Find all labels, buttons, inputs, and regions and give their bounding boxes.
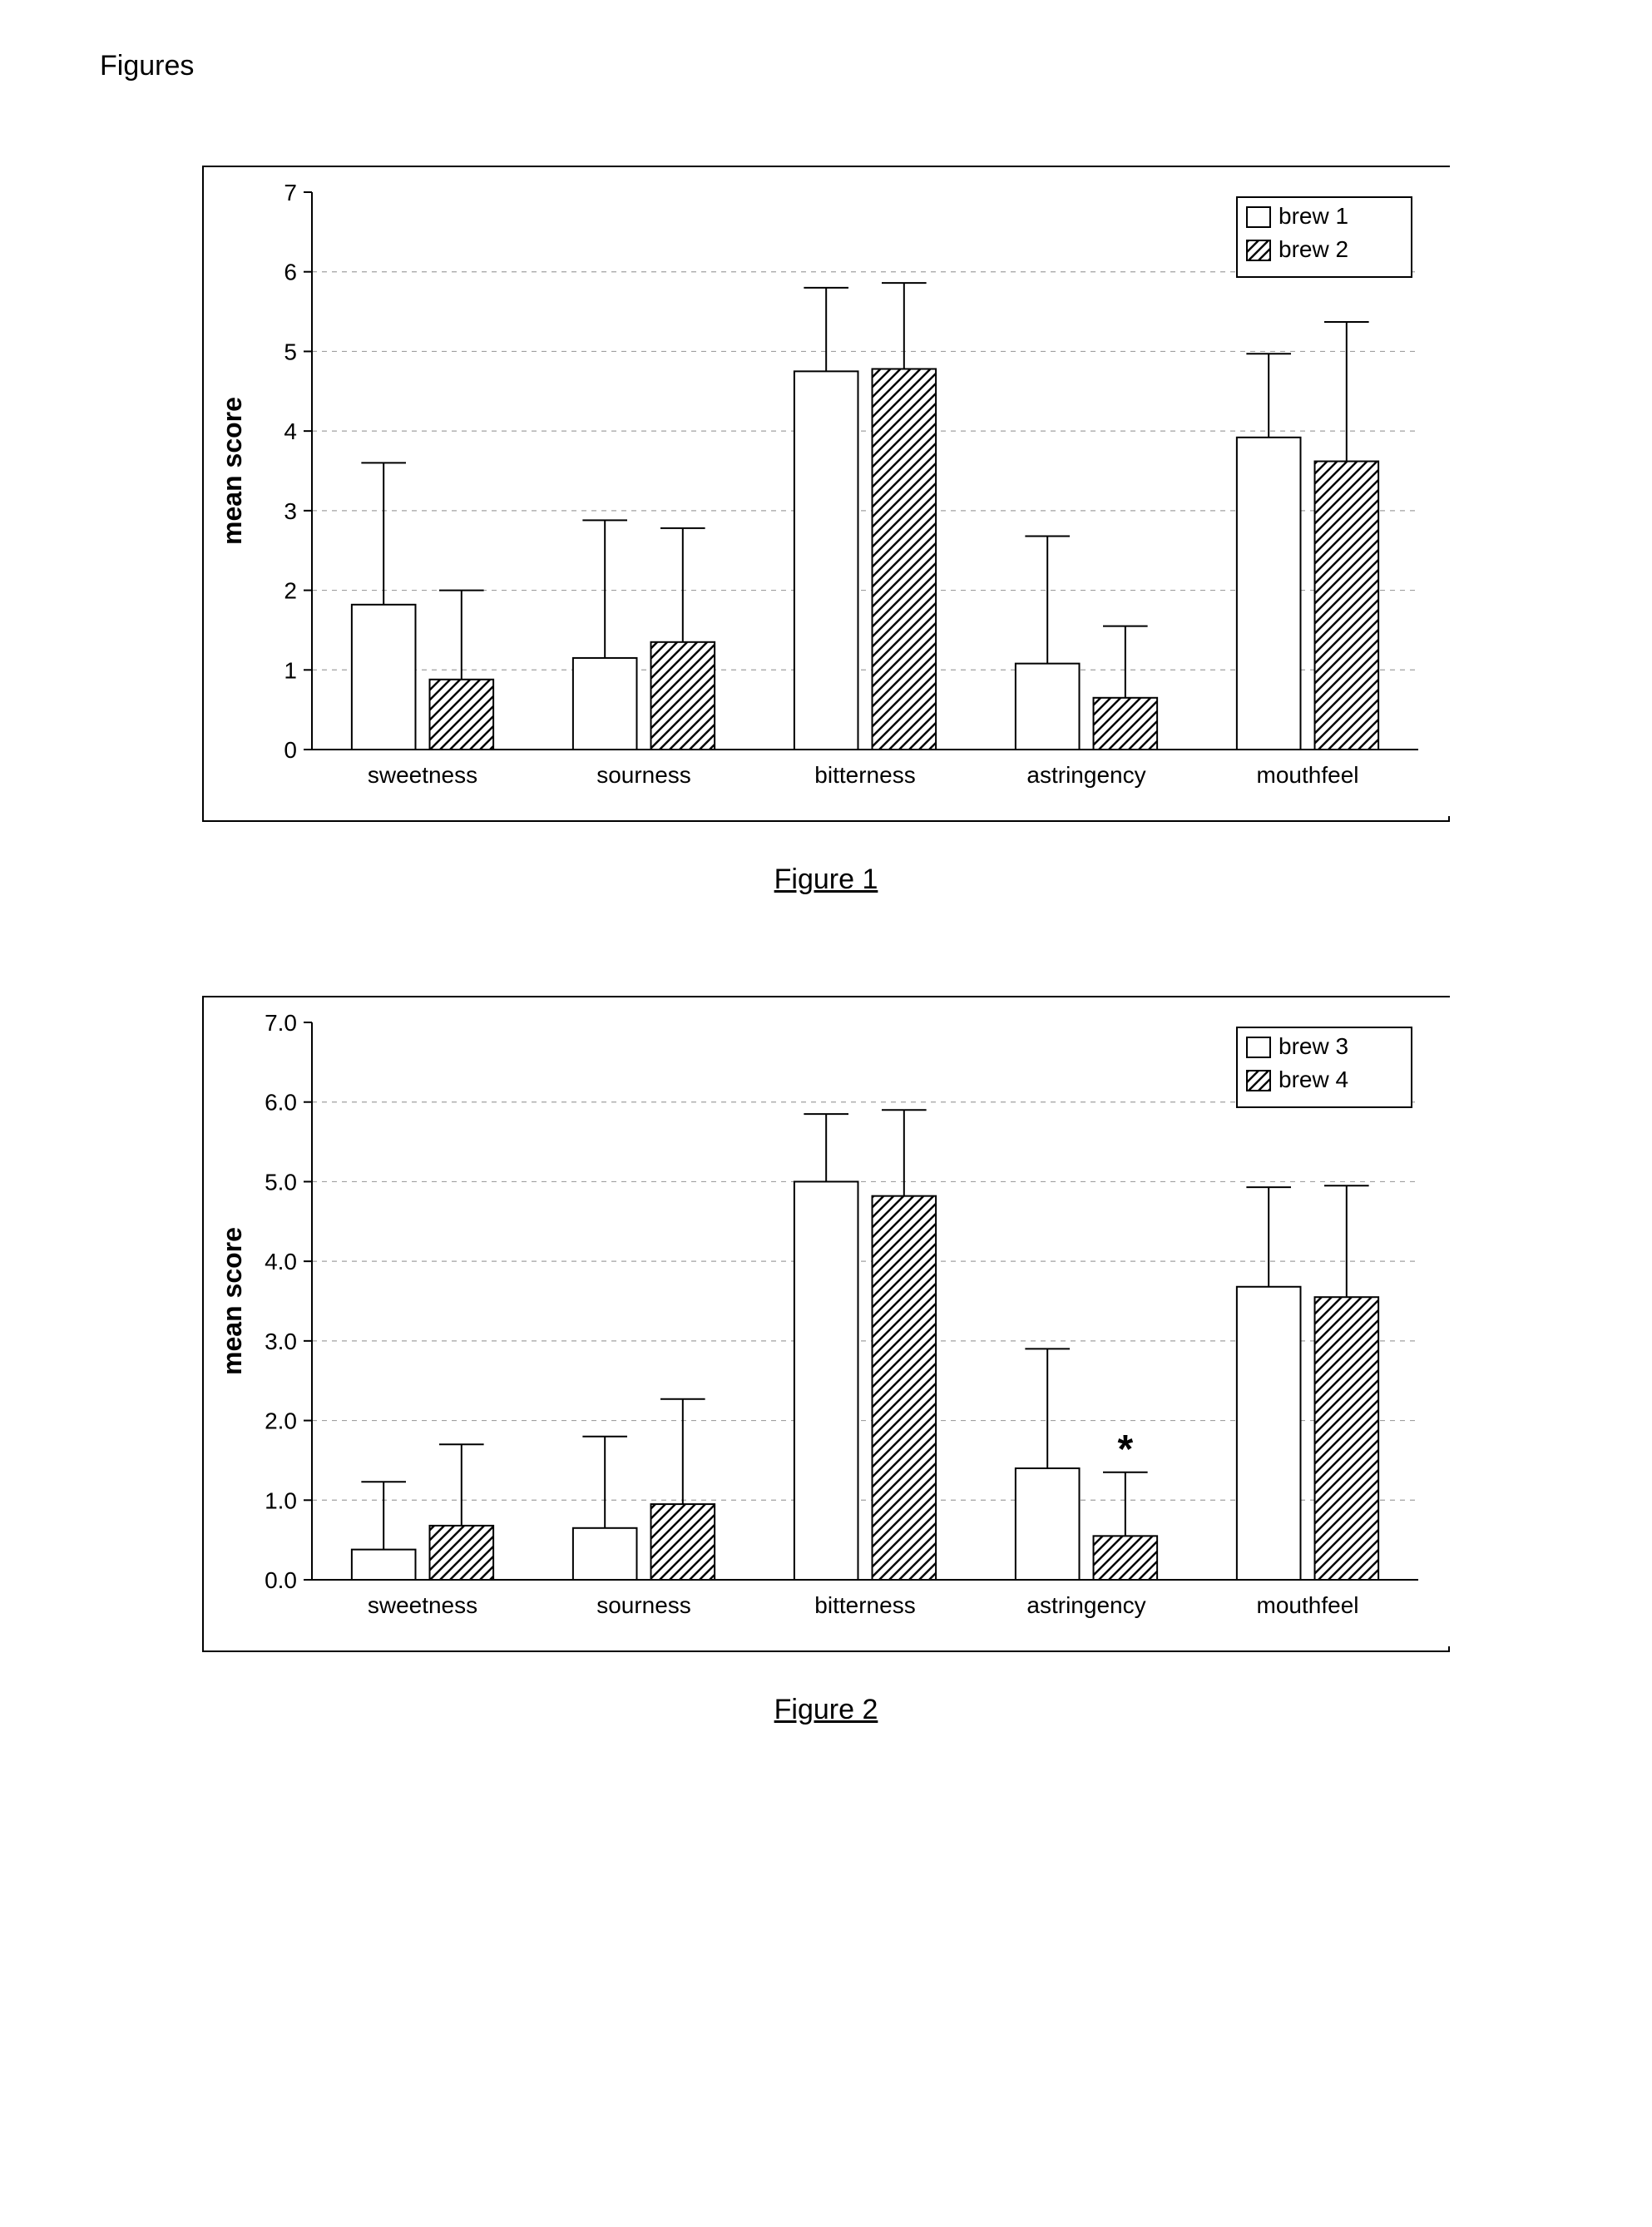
- y-tick-label: 2.0: [265, 1408, 297, 1434]
- y-tick-label: 1.0: [265, 1487, 297, 1513]
- bar: [1016, 664, 1080, 750]
- y-tick-label: 7.0: [265, 1010, 297, 1036]
- x-category-label: mouthfeel: [1257, 762, 1359, 788]
- x-category-label: bitterness: [814, 762, 915, 788]
- figure-caption: Figure 2: [202, 1694, 1450, 1726]
- chart-frame: * 0.0 1.0 2.0 3.0 4.0 5.0 6.0 7.0 sweetness sourne…: [202, 996, 1450, 1652]
- bar: [1094, 698, 1158, 750]
- x-category-label: sourness: [596, 1592, 691, 1618]
- legend-label: brew 2: [1279, 236, 1348, 262]
- x-category-label: bitterness: [814, 1592, 915, 1618]
- y-tick-label: 7: [284, 180, 297, 205]
- bar: [1237, 1287, 1301, 1580]
- bar: [1315, 462, 1379, 750]
- bar: [651, 1504, 715, 1580]
- legend-swatch: [1247, 1071, 1270, 1091]
- bar: [1315, 1297, 1379, 1580]
- bar: [430, 680, 494, 750]
- x-category-label: sourness: [596, 762, 691, 788]
- chart-frame: 0 1 2 3 4 5 6 7 sweetness sourness bitterness astri…: [202, 166, 1450, 822]
- y-tick-label: 2: [284, 578, 297, 604]
- x-category-label: astringency: [1026, 1592, 1145, 1618]
- bar: [1016, 1468, 1080, 1580]
- bar: [1237, 438, 1301, 750]
- y-tick-label: 3.0: [265, 1329, 297, 1354]
- legend-swatch: [1247, 240, 1270, 260]
- bar: [352, 1550, 416, 1580]
- bar: [1094, 1536, 1158, 1580]
- chart-block: * 0.0 1.0 2.0 3.0 4.0 5.0 6.0 7.0 sweetness sourne…: [202, 996, 1450, 1726]
- x-category-label: astringency: [1026, 762, 1145, 788]
- bar: [651, 642, 715, 750]
- y-tick-label: 3: [284, 498, 297, 524]
- legend-swatch: [1247, 207, 1270, 227]
- x-category-label: sweetness: [368, 762, 477, 788]
- bar: [430, 1526, 494, 1580]
- x-category-label: sweetness: [368, 1592, 477, 1618]
- bar: [573, 658, 637, 750]
- y-tick-label: 1: [284, 657, 297, 683]
- bar: [794, 1181, 858, 1580]
- legend-label: brew 1: [1279, 203, 1348, 229]
- bar: [573, 1528, 637, 1580]
- y-axis-label: mean score: [217, 1227, 247, 1375]
- bar: [873, 369, 937, 750]
- bar: [794, 371, 858, 750]
- y-axis-label: mean score: [217, 397, 247, 545]
- y-tick-label: 6.0: [265, 1090, 297, 1116]
- annotation: *: [1117, 1428, 1133, 1472]
- bar: [352, 605, 416, 750]
- bar: [873, 1196, 937, 1580]
- y-tick-label: 0: [284, 737, 297, 763]
- page-title: Figures: [100, 50, 1552, 82]
- legend-swatch: [1247, 1037, 1270, 1057]
- x-category-label: mouthfeel: [1257, 1592, 1359, 1618]
- y-tick-label: 5: [284, 339, 297, 364]
- y-tick-label: 5.0: [265, 1169, 297, 1195]
- y-tick-label: 4.0: [265, 1249, 297, 1274]
- y-tick-label: 0.0: [265, 1567, 297, 1593]
- y-tick-label: 4: [284, 418, 297, 444]
- legend-label: brew 3: [1279, 1033, 1348, 1059]
- figure-caption: Figure 1: [202, 864, 1450, 896]
- y-tick-label: 6: [284, 260, 297, 285]
- legend-label: brew 4: [1279, 1066, 1348, 1092]
- chart-block: 0 1 2 3 4 5 6 7 sweetness sourness bitterness astri…: [202, 166, 1450, 896]
